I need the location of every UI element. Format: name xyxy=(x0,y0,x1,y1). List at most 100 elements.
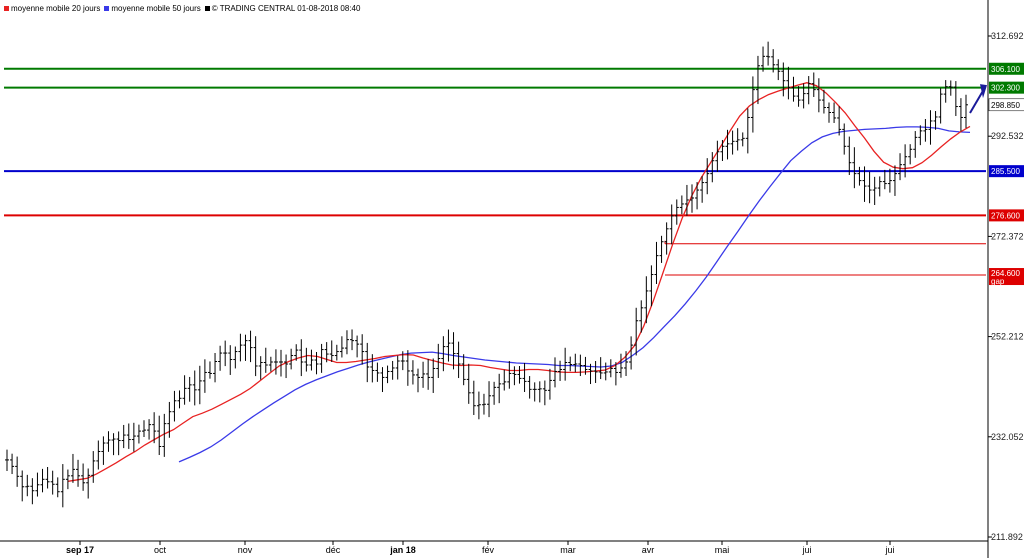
price-bar xyxy=(684,184,689,216)
price-bar xyxy=(964,94,968,129)
price-bar xyxy=(553,357,557,388)
price-bar xyxy=(664,222,669,255)
price-bar xyxy=(568,356,573,372)
price-bar xyxy=(172,390,177,422)
price-bar xyxy=(593,360,598,383)
level-label-bg xyxy=(989,81,1024,94)
price-bar xyxy=(872,176,877,205)
y-tick-label: 211.892 xyxy=(991,532,1023,542)
price-bar xyxy=(882,169,887,190)
price-bar xyxy=(55,477,60,498)
price-bar xyxy=(867,171,872,204)
price-bar xyxy=(644,276,649,324)
price-bar xyxy=(750,76,755,133)
price-bar xyxy=(106,431,111,452)
level-label: 302.300 xyxy=(991,84,1020,93)
price-bar xyxy=(913,131,918,158)
price-bar xyxy=(339,336,344,358)
legend-source: © TRADING CENTRAL 01-08-2018 08:40 xyxy=(204,4,361,13)
price-bar xyxy=(263,347,268,373)
price-bar xyxy=(355,335,360,358)
price-bar xyxy=(142,420,146,438)
y-axis: 312.692 292.532 272.372 252.212 232.052 211.8… xyxy=(987,0,1024,558)
x-tick-label: jan 18 xyxy=(389,545,416,555)
gap-lines xyxy=(664,240,986,276)
price-bar xyxy=(735,128,740,151)
x-tick-label: mar xyxy=(560,545,576,555)
price-bar xyxy=(674,199,679,225)
price-bar xyxy=(253,336,258,377)
price-bar xyxy=(405,350,410,386)
price-bar xyxy=(903,144,908,178)
price-bar xyxy=(228,345,233,375)
price-bar xyxy=(933,111,938,130)
price-bar xyxy=(887,168,892,193)
price-bar xyxy=(121,424,126,449)
price-bar xyxy=(96,440,101,470)
price-bar xyxy=(426,359,431,390)
price-bar xyxy=(928,110,933,145)
price-bar xyxy=(218,345,223,371)
price-bar xyxy=(76,459,81,487)
price-bar xyxy=(289,348,294,370)
price-bar xyxy=(837,106,842,136)
price-bar xyxy=(603,362,608,381)
price-bar xyxy=(25,474,30,497)
y-tick-label: 272.372 xyxy=(991,231,1024,241)
legend-ma50-swatch xyxy=(104,6,110,11)
price-bar xyxy=(583,356,588,375)
price-bar xyxy=(400,351,405,371)
x-tick-label: nov xyxy=(238,545,253,555)
price-bar xyxy=(512,366,517,386)
price-bar xyxy=(65,469,70,490)
price-bar xyxy=(943,80,948,103)
price-bar xyxy=(152,412,157,444)
price-bar xyxy=(213,353,218,383)
price-bar xyxy=(740,132,745,147)
last-price-label: 298.850 xyxy=(991,101,1020,110)
price-bar xyxy=(639,300,644,333)
level-label: 306.100 xyxy=(991,65,1020,74)
price-bar xyxy=(695,182,700,210)
price-bar xyxy=(908,144,913,165)
price-bar xyxy=(618,353,623,378)
price-bar xyxy=(314,351,319,375)
price-bar xyxy=(598,357,603,380)
price-bar xyxy=(329,340,334,363)
price-bar xyxy=(70,453,75,483)
price-bar xyxy=(40,468,45,493)
price-bar xyxy=(147,419,152,440)
level-label-bg xyxy=(989,209,1024,222)
ma50-layer xyxy=(178,126,971,463)
price-bar xyxy=(720,139,725,162)
price-bar xyxy=(207,361,212,379)
price-bar xyxy=(745,108,750,154)
price-bar xyxy=(679,195,684,215)
y-tick-label: 312.692 xyxy=(991,31,1024,41)
price-bar xyxy=(360,334,365,365)
price-bar xyxy=(953,81,958,117)
price-bar xyxy=(522,362,527,392)
price-bar xyxy=(101,436,106,465)
price-bar xyxy=(162,413,167,457)
price-bar xyxy=(806,76,811,105)
legend-source-label: © TRADING CENTRAL 01-08-2018 08:40 xyxy=(211,4,361,13)
gap-sublabel: gap xyxy=(991,277,1005,286)
price-bar xyxy=(91,451,96,483)
price-bar xyxy=(421,361,426,388)
price-bar xyxy=(502,369,507,391)
price-bar xyxy=(532,382,537,402)
price-bar xyxy=(116,431,121,456)
y-tick-label: 232.052 xyxy=(991,432,1024,442)
price-bar xyxy=(299,339,304,377)
gap-label-bg xyxy=(989,268,1024,286)
price-bar xyxy=(20,470,25,502)
forecast-arrow xyxy=(969,88,985,114)
price-bar xyxy=(659,235,664,263)
price-bar xyxy=(238,333,243,362)
price-bar xyxy=(451,332,456,370)
price-bar xyxy=(385,365,390,384)
support-resistance-lines xyxy=(4,67,986,217)
